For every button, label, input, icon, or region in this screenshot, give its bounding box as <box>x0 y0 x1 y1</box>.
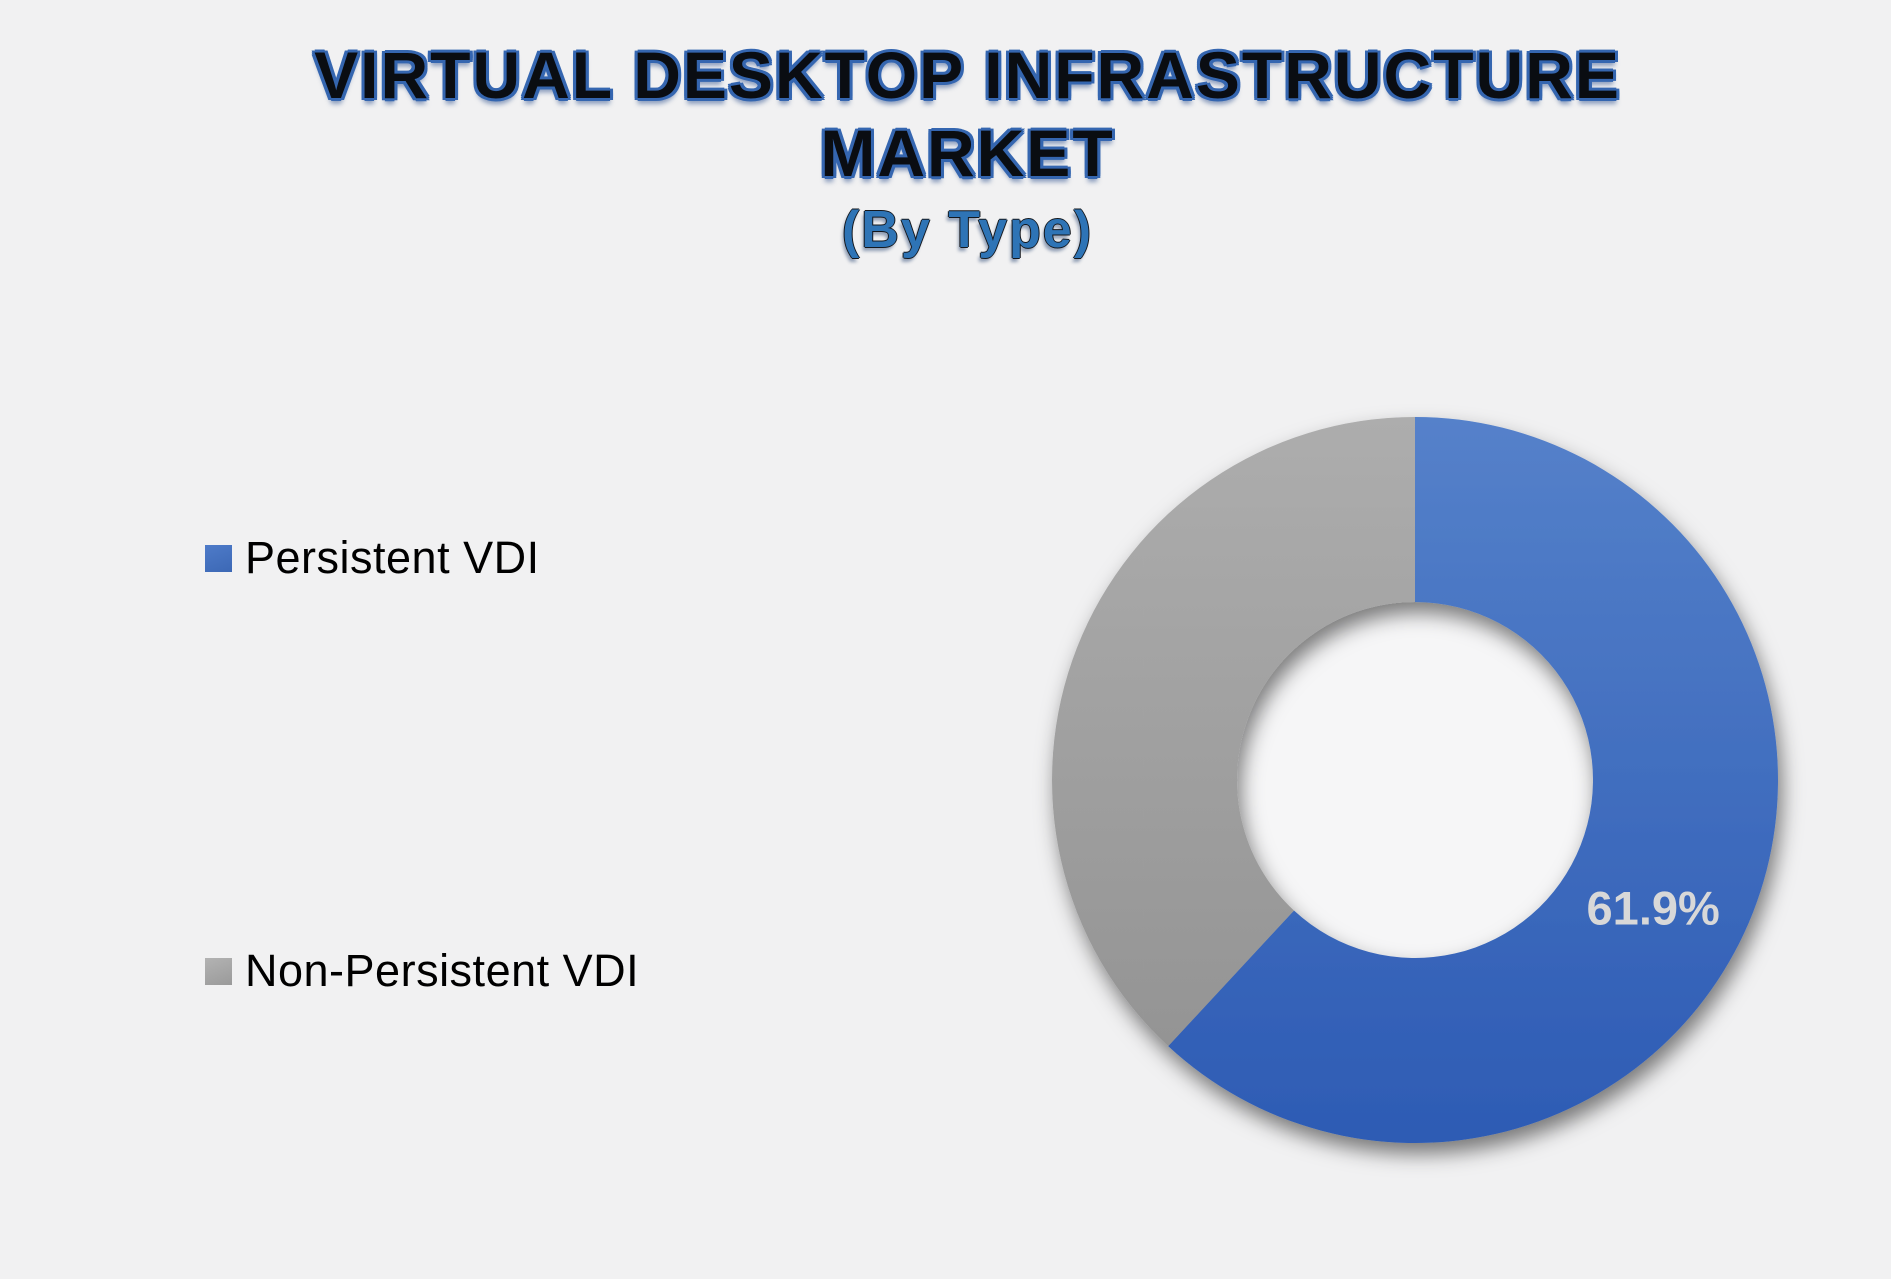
chart-title-line-1: VIRTUAL DESKTOP INFRASTRUCTURE <box>314 38 1621 112</box>
chart-title-line-2: MARKET <box>820 116 1115 190</box>
doughnut-hole <box>1237 602 1593 958</box>
chart-subtitle: (By Type) <box>841 201 1094 259</box>
legend-swatch-persistent-vdi <box>205 544 232 572</box>
doughnut-slices <box>1052 416 1779 1143</box>
slice-data-label: 61.9% <box>1587 882 1720 935</box>
legend-item-persistent-vdi: Persistent VDI <box>205 528 540 588</box>
legend-item-non-persistent-vdi: Non-Persistent VDI <box>205 941 639 1001</box>
doughnut-slice-non-persistent-vdi <box>1052 417 1415 1047</box>
chart-title-block: VIRTUAL DESKTOP INFRASTRUCTURE MARKET (B… <box>44 36 1891 260</box>
legend-label-non-persistent-vdi: Non-Persistent VDI <box>245 945 640 996</box>
doughnut-slice-persistent-vdi <box>1168 416 1779 1143</box>
legend-label-persistent-vdi: Persistent VDI <box>245 532 540 583</box>
legend-swatch-non-persistent-vdi <box>205 957 232 985</box>
